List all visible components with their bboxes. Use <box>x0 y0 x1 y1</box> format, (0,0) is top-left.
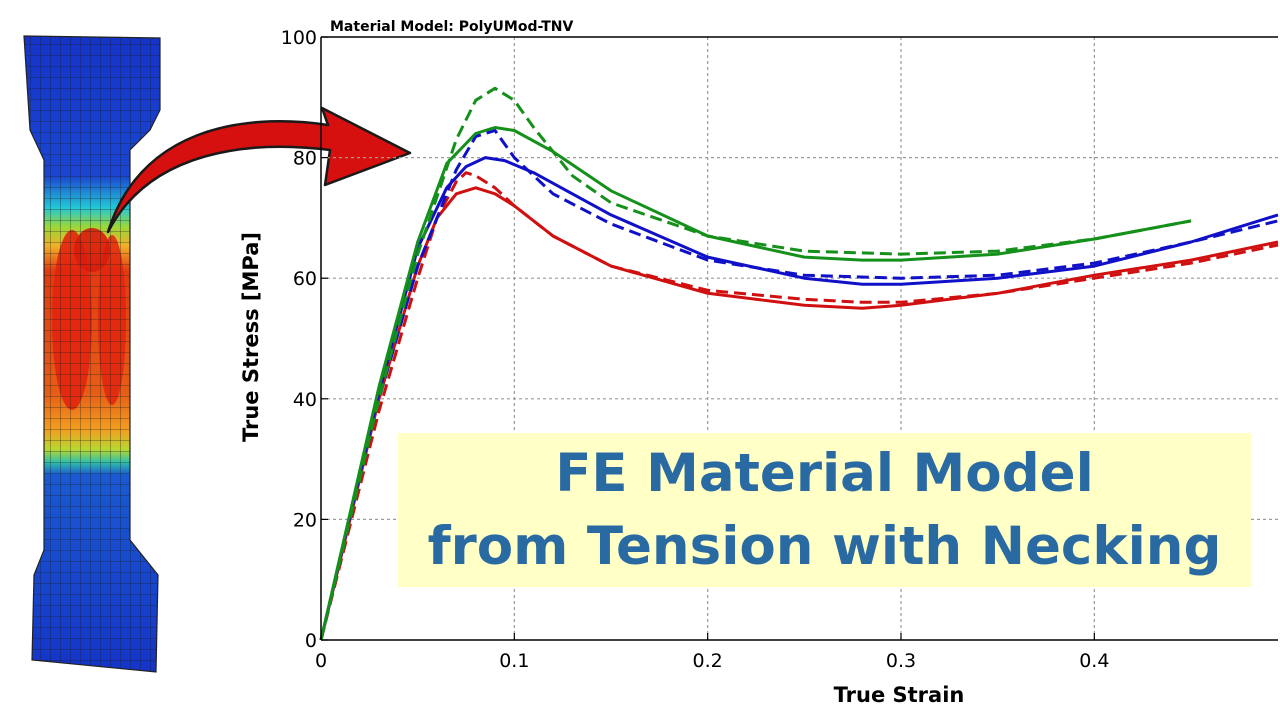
x-tick-label: 0.3 <box>886 650 916 672</box>
x-tick-label: 0.1 <box>499 650 529 672</box>
series-line-4 <box>319 129 1279 641</box>
chart-title: Material Model: PolyUMod-TNV <box>330 19 573 35</box>
y-axis-label: True Stress [MPa] <box>239 232 263 442</box>
axes <box>320 36 1278 641</box>
y-tick-label: 40 <box>293 389 317 411</box>
red-arrow <box>106 106 412 234</box>
banner-line-1: FE Material Model <box>555 443 1094 504</box>
x-tick-label: 0.4 <box>1079 650 1109 672</box>
series-line-6 <box>319 86 1192 641</box>
series-group <box>319 86 1279 641</box>
x-axis-label: True Strain <box>834 683 965 707</box>
title-banner: FE Material Model from Tension with Neck… <box>398 433 1251 587</box>
x-tick-labels: 0 0.1 0.2 0.3 0.4 <box>315 650 1109 672</box>
y-tick-label: 100 <box>281 27 317 49</box>
grid <box>321 37 1278 640</box>
y-tick-label: 20 <box>293 509 317 531</box>
x-tick-label: 0 <box>315 650 327 672</box>
banner-line-2: from Tension with Necking <box>427 516 1222 577</box>
series-line-3 <box>319 156 1279 641</box>
y-tick-label: 80 <box>293 148 317 170</box>
x-tick-label: 0.2 <box>693 650 723 672</box>
y-tick-label: 0 <box>305 630 317 652</box>
series-line-5 <box>319 126 1192 641</box>
y-tick-labels: 0 20 40 60 80 100 <box>281 27 317 652</box>
y-tick-label: 60 <box>293 268 317 290</box>
fe-specimen-illustration <box>23 35 412 673</box>
